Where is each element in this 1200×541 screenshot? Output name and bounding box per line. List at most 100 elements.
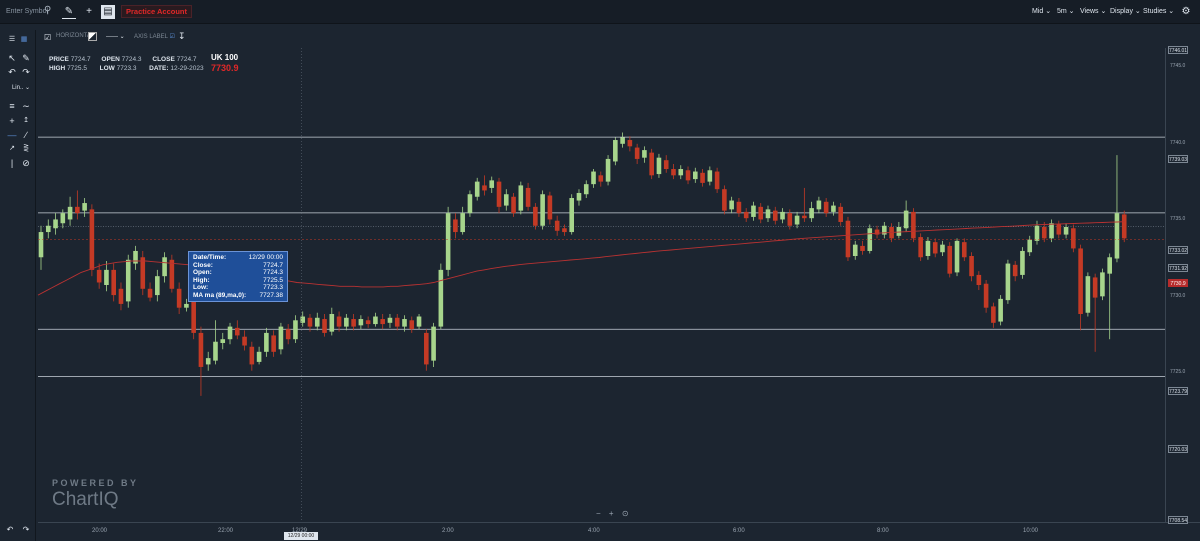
candle-body [751,205,756,217]
x-tick-label: 4:00 [588,528,600,534]
trend-line-icon[interactable]: ∕ [25,130,27,140]
tooltip-row: MA ma (89,ma,0): 7727.38 [193,291,283,299]
crosshair-tool-icon[interactable]: + [9,116,15,126]
channel-icon[interactable]: ⋛ [23,145,29,152]
zoom-reset-button[interactable]: ⊙ [621,509,629,518]
settings-icon[interactable]: ⚙ [1181,6,1191,17]
horizontal-line-icon[interactable]: — [7,130,17,140]
candle-body [467,194,473,214]
menu-studies[interactable]: Studies ⌄ [1143,8,1175,15]
price-label: PRICE [49,56,69,63]
axis-label-toggle[interactable]: AXIS LABEL ☑ [134,34,175,40]
menu-interval[interactable]: 5m ⌄ [1057,8,1075,15]
candle-body [1114,213,1120,259]
tooltip-row: Close: 7724.7 [193,261,283,269]
high-label: HIGH [49,65,66,72]
candle-body [772,210,778,221]
cursor-icon[interactable]: ↖ [8,53,16,63]
zoom-in-button[interactable]: + [608,509,614,518]
candle-body [583,184,589,195]
candle-body [169,259,175,289]
practice-account-badge: Practice Account [121,5,192,18]
candle-body [213,341,218,361]
fill-color-icon[interactable] [88,32,97,41]
save-icon[interactable]: ↧ [178,31,186,41]
menu-views[interactable]: Views ⌄ [1080,8,1107,15]
candle-body [642,150,647,158]
candle-body [1107,257,1112,274]
candle-body [118,288,124,304]
search-icon[interactable]: ⚲ [44,5,52,16]
candle-body [496,181,502,207]
candle-body [743,211,749,219]
undo-bottom-icon[interactable]: ↶ [6,525,14,534]
y-tick-label: 7730.0 [1170,293,1186,299]
candle-body [758,206,764,220]
undo-icon[interactable]: ↶ [8,67,16,77]
menu-mid[interactable]: Mid ⌄ [1032,8,1052,15]
menu-display[interactable]: Display ⌄ [1110,8,1141,15]
last-price: 7730.9 [211,63,239,73]
top-bar: Enter Symbol ⚲ ✎ + ▤ Practice Account Mi… [0,0,1200,24]
candle-body [656,157,662,175]
line-style-dropdown[interactable]: —— ⌄ [106,34,125,40]
candle-body [380,319,385,325]
candle-body [765,209,771,219]
chat-icon[interactable]: ▤ [101,5,115,19]
candle-body [598,175,604,182]
candle-body [947,245,953,274]
candle-body [1078,248,1083,314]
redo-icon[interactable]: ↷ [22,67,30,77]
line-type-dropdown[interactable]: Lin.. ⌄ [11,85,31,91]
candle-body [663,160,669,170]
candle-body [707,170,713,182]
candle-body [125,259,131,302]
price-value: 7724.7 [70,56,91,63]
grid-view-icon[interactable]: ▦ [20,36,28,43]
pencil-icon[interactable]: ✎ [62,5,76,19]
tooltip-row: Open: 7724.3 [193,269,283,277]
checkbox-icon[interactable]: ☑ [44,33,52,42]
candle-body [453,219,458,233]
candle-body [961,242,967,258]
level-label: 7723.79 [1168,387,1188,395]
candle-body [256,351,262,362]
vertical-line-icon[interactable]: | [10,158,14,168]
candle-body [932,242,938,254]
candle-body [460,213,465,233]
candle-body [387,317,393,323]
wave-icon[interactable]: ∼ [22,101,30,111]
candle-body [736,201,742,214]
candle-body [562,228,567,233]
candle-body [525,187,531,207]
pen-icon[interactable]: ✎ [22,53,30,63]
candle-body [104,269,109,285]
candle-body [474,181,480,197]
level-label: 7733.02 [1168,246,1188,254]
symbol-input[interactable]: Enter Symbol [6,8,49,15]
redo-bottom-icon[interactable]: ↷ [22,525,30,534]
parallel-lines-icon[interactable]: ≡ [9,101,15,111]
candle-body [1041,227,1047,239]
candle-body [307,317,313,327]
tooltip-row: Date/Time: 12/29 00:00 [193,254,283,261]
candle-body [482,185,487,191]
candle-body [53,219,58,229]
zoom-out-button[interactable]: − [596,509,601,518]
fib-icon[interactable]: ↥ [23,117,29,124]
horizontal-tool-label[interactable]: HORIZONTAL [56,33,95,39]
crosshair-time-label: 12/29 00:00 [284,532,318,540]
candle-body [903,210,909,229]
level-label: 7731.92 [1168,264,1188,272]
candle-body [983,283,989,308]
candle-body [1071,228,1076,249]
candle-body [1056,224,1062,235]
clear-drawings-icon[interactable]: ⊘ [22,158,30,168]
candle-body [860,245,865,251]
level-label: 7739.03 [1168,155,1188,163]
list-view-icon[interactable]: ☰ [8,36,16,43]
ray-icon[interactable]: ↗ [9,145,15,152]
crosshair-icon[interactable]: + [86,6,92,17]
x-tick-label: 20:00 [92,528,108,534]
